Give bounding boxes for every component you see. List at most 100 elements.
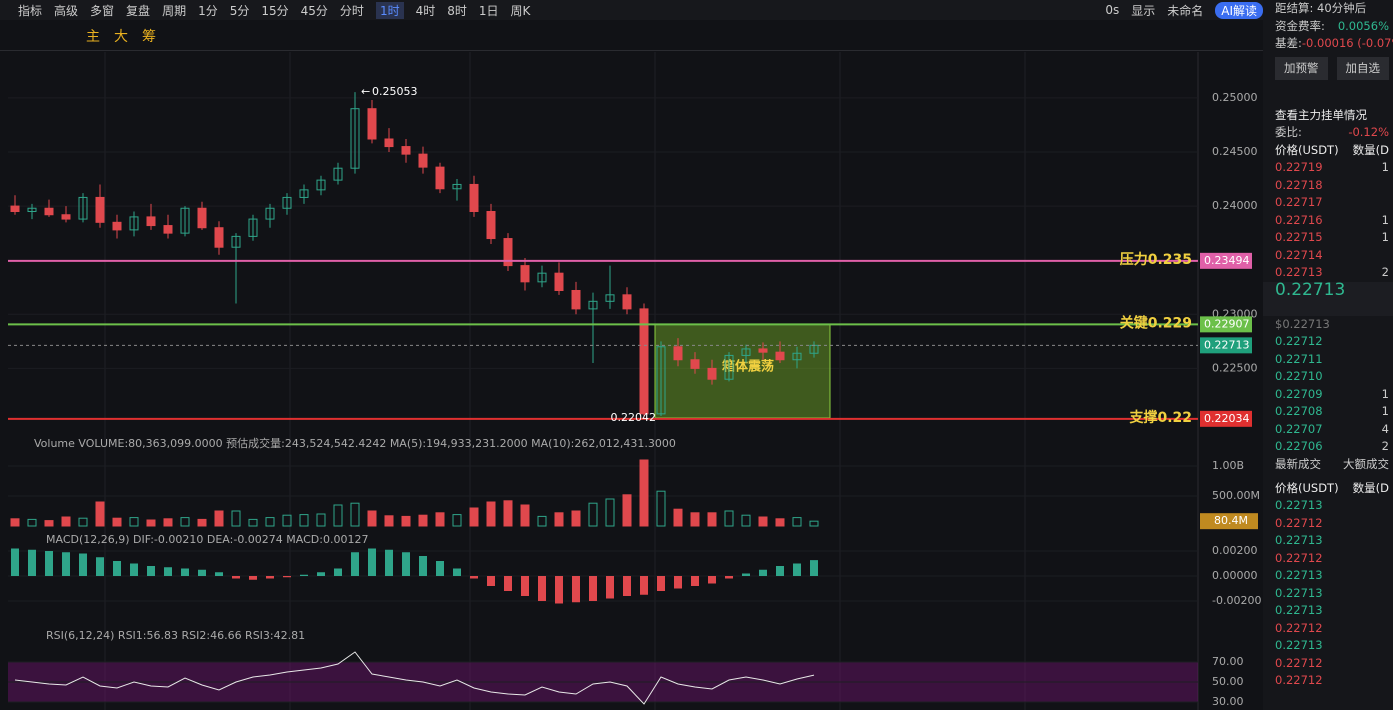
toolbar-item[interactable]: 复盘 bbox=[126, 3, 151, 18]
qty: 1 bbox=[1381, 404, 1389, 418]
level-name: 压力0.235 bbox=[1120, 251, 1192, 268]
separator bbox=[0, 50, 1263, 51]
row: 0.22713 bbox=[1263, 279, 1393, 316]
qty: 1 bbox=[1381, 230, 1389, 244]
candle-body bbox=[282, 196, 292, 209]
row: 最新成交 大额成交 bbox=[1263, 456, 1393, 480]
volume-bar bbox=[163, 518, 173, 527]
tool-button[interactable]: 主 bbox=[86, 29, 100, 45]
candle-body bbox=[571, 289, 581, 310]
toolbar-item[interactable]: 45分 bbox=[300, 3, 328, 18]
header: 数量(D bbox=[1352, 480, 1389, 495]
toolbar-item[interactable]: 未命名 bbox=[1167, 3, 1204, 18]
price: 0.22713 bbox=[1275, 603, 1323, 617]
toolbar-item[interactable]: 显示 bbox=[1131, 3, 1156, 18]
y-tick-label: 50.00 bbox=[1212, 675, 1244, 688]
macd-bar bbox=[640, 576, 648, 595]
toolbar-item[interactable]: 1时 bbox=[375, 1, 404, 19]
price: 0.22707 bbox=[1275, 421, 1323, 436]
row: 0.22718 bbox=[1263, 177, 1393, 195]
pane-title: MACD(12,26,9) DIF:-0.00210 DEA:-0.00274 … bbox=[46, 533, 368, 546]
toolbar-item[interactable]: 0s bbox=[1105, 3, 1120, 17]
macd-bar bbox=[130, 563, 138, 576]
row: 0.22712 bbox=[1263, 655, 1393, 673]
macd-bar bbox=[419, 556, 427, 576]
tool-button[interactable]: 筹 bbox=[142, 29, 156, 45]
candle-body bbox=[78, 196, 88, 220]
candle-body bbox=[27, 207, 37, 212]
candle-body bbox=[367, 108, 377, 140]
price-badge bbox=[1200, 252, 1252, 269]
row: 加预警 加自选 bbox=[1263, 53, 1393, 85]
volume-bar bbox=[809, 520, 819, 527]
button[interactable]: 加预警 bbox=[1275, 56, 1328, 81]
candle-body bbox=[248, 218, 258, 237]
macd-bar bbox=[657, 576, 665, 591]
row: 0.22707 4 bbox=[1263, 421, 1393, 439]
y-tick-label: 0.00000 bbox=[1212, 569, 1258, 582]
qty: 2 bbox=[1381, 439, 1389, 453]
candle-body bbox=[673, 346, 683, 361]
macd-bar bbox=[623, 576, 631, 596]
price: 0.22708 bbox=[1275, 404, 1323, 418]
candle-body bbox=[61, 214, 71, 220]
candle-body bbox=[197, 207, 207, 229]
candle-body bbox=[163, 225, 173, 234]
label: 委比: bbox=[1275, 125, 1302, 139]
row: 0.22714 bbox=[1263, 247, 1393, 265]
volume-bar bbox=[724, 510, 734, 527]
price-badge bbox=[1200, 337, 1252, 354]
toolbar-item[interactable]: 5分 bbox=[229, 3, 250, 18]
macd-bar bbox=[28, 549, 36, 576]
toolbar-item[interactable]: 多窗 bbox=[90, 3, 115, 18]
volume-bar bbox=[95, 501, 105, 527]
macd-bar bbox=[181, 568, 189, 576]
volume-bar bbox=[486, 501, 496, 527]
toolbar-item[interactable]: 高级 bbox=[54, 3, 79, 18]
low-label: 0.22042 bbox=[611, 411, 657, 424]
label: 资金费率: bbox=[1275, 18, 1325, 33]
volume-bar bbox=[639, 459, 649, 527]
y-tick-label: 0.00200 bbox=[1212, 544, 1258, 557]
price: 0.22718 bbox=[1275, 177, 1323, 192]
volume-bar bbox=[197, 518, 207, 527]
macd-bar bbox=[504, 576, 512, 591]
toolbar-item[interactable]: 指标 bbox=[18, 3, 43, 18]
toolbar-item[interactable]: 1分 bbox=[198, 3, 218, 18]
macd-bar bbox=[317, 572, 325, 576]
row: 0.22712 bbox=[1263, 515, 1393, 533]
candle-body bbox=[809, 344, 819, 354]
last-price: 0.22713 bbox=[1275, 279, 1346, 300]
price: 0.22713 bbox=[1275, 585, 1323, 600]
volume-bar bbox=[129, 517, 139, 527]
toolbar-item[interactable]: 8时 bbox=[447, 3, 467, 18]
row: $0.22713 bbox=[1263, 316, 1393, 334]
volume-bar bbox=[622, 494, 632, 527]
tab[interactable]: 最新成交 bbox=[1275, 456, 1321, 471]
candle-body bbox=[520, 265, 530, 283]
level-name: 关键0.229 bbox=[1120, 314, 1192, 331]
button[interactable]: 加自选 bbox=[1336, 56, 1389, 81]
toolbar-item[interactable]: 4时 bbox=[415, 3, 436, 18]
price: 0.22716 bbox=[1275, 212, 1323, 227]
row: 0.22710 bbox=[1263, 368, 1393, 386]
toolbar-item[interactable]: AI解读 bbox=[1215, 1, 1263, 19]
volume-bar bbox=[10, 518, 20, 527]
row: 0.22713 bbox=[1263, 585, 1393, 603]
toolbar-item[interactable]: 周期 bbox=[162, 3, 187, 18]
macd-bar bbox=[368, 548, 376, 576]
row: 0.22717 bbox=[1263, 194, 1393, 212]
macd-bar bbox=[487, 576, 495, 586]
tab[interactable]: 大额成交 bbox=[1343, 456, 1389, 471]
toolbar-item[interactable]: 1日 bbox=[478, 3, 499, 18]
tool-button[interactable]: 大 bbox=[114, 29, 128, 45]
tool-toolbar: 主大筹 bbox=[0, 24, 1263, 48]
candle-body bbox=[469, 183, 479, 212]
candle-body bbox=[758, 348, 768, 353]
volume-bar bbox=[435, 512, 445, 527]
link[interactable]: 查看主力挂单情况 bbox=[1275, 107, 1367, 122]
toolbar-item[interactable]: 分时 bbox=[339, 3, 364, 18]
toolbar-item[interactable]: 周K bbox=[510, 3, 531, 18]
toolbar-item[interactable]: 15分 bbox=[261, 3, 289, 18]
